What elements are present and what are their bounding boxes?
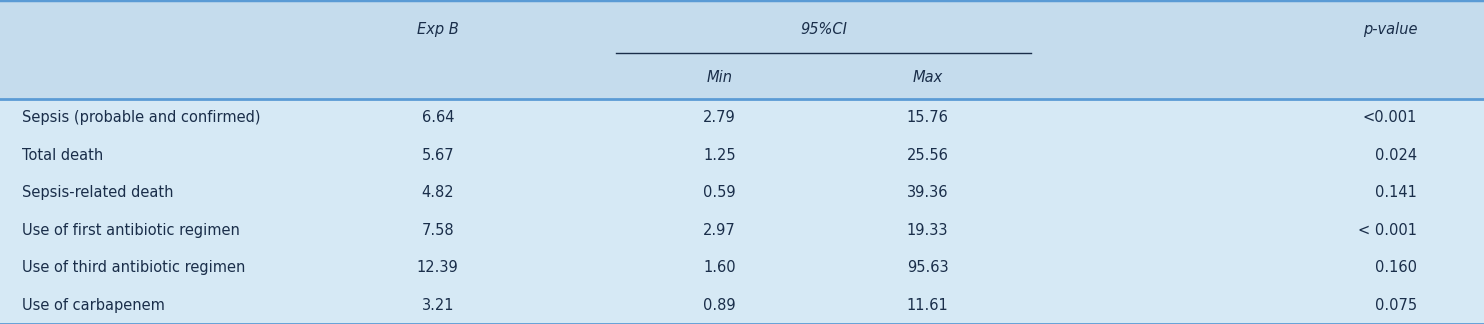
Text: Sepsis-related death: Sepsis-related death (22, 185, 174, 200)
Text: 4.82: 4.82 (421, 185, 454, 200)
Text: Use of carbapenem: Use of carbapenem (22, 298, 165, 313)
Text: 95.63: 95.63 (907, 260, 948, 275)
Text: 0.89: 0.89 (703, 298, 736, 313)
Text: 0.59: 0.59 (703, 185, 736, 200)
Text: 15.76: 15.76 (907, 110, 948, 125)
Text: 0.024: 0.024 (1376, 148, 1417, 163)
Text: 1.60: 1.60 (703, 260, 736, 275)
Bar (0, 0, 1484, 99)
Text: 5.67: 5.67 (421, 148, 454, 163)
Text: 11.61: 11.61 (907, 298, 948, 313)
Text: 3.21: 3.21 (421, 298, 454, 313)
Text: 2.79: 2.79 (703, 110, 736, 125)
Text: 39.36: 39.36 (907, 185, 948, 200)
Text: 0.075: 0.075 (1376, 298, 1417, 313)
Text: p-value: p-value (1362, 22, 1417, 37)
Text: <0.001: <0.001 (1362, 110, 1417, 125)
Text: 1.25: 1.25 (703, 148, 736, 163)
Text: 19.33: 19.33 (907, 223, 948, 238)
Text: Exp B: Exp B (417, 22, 459, 37)
Text: 6.64: 6.64 (421, 110, 454, 125)
Text: Sepsis (probable and confirmed): Sepsis (probable and confirmed) (22, 110, 261, 125)
Text: Min: Min (706, 70, 733, 85)
Text: 25.56: 25.56 (907, 148, 948, 163)
Text: 95%CI: 95%CI (800, 22, 847, 37)
Text: < 0.001: < 0.001 (1358, 223, 1417, 238)
Text: Use of third antibiotic regimen: Use of third antibiotic regimen (22, 260, 246, 275)
Text: Max: Max (913, 70, 942, 85)
Text: 12.39: 12.39 (417, 260, 459, 275)
Text: 2.97: 2.97 (703, 223, 736, 238)
Text: Use of first antibiotic regimen: Use of first antibiotic regimen (22, 223, 240, 238)
Text: 0.141: 0.141 (1376, 185, 1417, 200)
Text: 7.58: 7.58 (421, 223, 454, 238)
Text: 0.160: 0.160 (1376, 260, 1417, 275)
Text: Total death: Total death (22, 148, 104, 163)
Bar (0, 99, 1484, 324)
